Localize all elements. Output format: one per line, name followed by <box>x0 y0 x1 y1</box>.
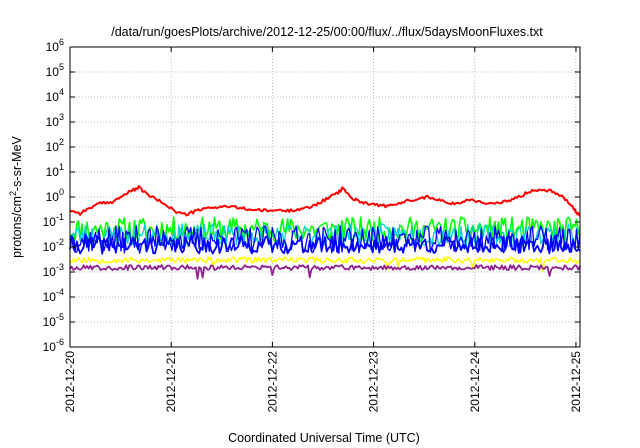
y-tick-label: 10-6 <box>43 337 64 354</box>
y-tick-label-exponent: 0 <box>59 187 64 197</box>
y-tick-label: 10-4 <box>43 287 64 304</box>
y-axis-label: protons/cm2-s-sr-MeV <box>8 135 24 257</box>
series-line-5 <box>69 235 581 255</box>
y-tick-label-exponent: 6 <box>59 37 64 47</box>
y-tick-label: 106 <box>46 37 64 54</box>
y-tick-label: 10-2 <box>43 237 64 254</box>
y-tick-label-base: 10 <box>43 265 57 279</box>
x-tick-labels: 2012-12-20 2012-12-21 2012-12-22 2012-12-23… <box>63 351 583 413</box>
y-tick-label: 102 <box>46 137 64 154</box>
y-tick-label-exponent: -4 <box>56 287 64 297</box>
y-tick-label-base: 10 <box>46 140 60 154</box>
y-axis-label-rest: -s-sr-MeV <box>10 135 24 191</box>
y-tick-label: 10-1 <box>43 212 64 229</box>
y-tick-label-base: 10 <box>43 240 57 254</box>
series-line-6 <box>69 256 581 273</box>
y-tick-label-base: 10 <box>43 215 57 229</box>
y-tick-label: 101 <box>46 162 64 179</box>
y-tick-label-exponent: -5 <box>56 312 64 322</box>
y-tick-label: 100 <box>46 187 64 204</box>
series-layer <box>69 185 581 280</box>
y-axis-label-base: protons/cm <box>10 196 24 258</box>
y-tick-label-exponent: -2 <box>56 237 64 247</box>
y-tick-label-exponent: 3 <box>59 112 64 122</box>
y-tick-label-exponent: -3 <box>56 262 64 272</box>
x-tick-label: 2012-12-20 <box>63 351 77 413</box>
y-tick-label-base: 10 <box>43 290 57 304</box>
y-tick-label-base: 10 <box>46 65 60 79</box>
x-tick-label: 2012-12-21 <box>164 351 178 413</box>
y-tick-label-base: 10 <box>43 315 57 329</box>
y-tick-label: 10-3 <box>43 262 64 279</box>
y-tick-label-exponent: 2 <box>59 137 64 147</box>
x-tick-label: 2012-12-25 <box>569 351 583 413</box>
x-axis-label: Coordinated Universal Time (UTC) <box>228 431 420 445</box>
y-tick-label: 103 <box>46 112 64 129</box>
y-tick-label-base: 10 <box>46 165 60 179</box>
grid <box>70 47 580 347</box>
y-tick-label-base: 10 <box>46 115 60 129</box>
y-tick-label-exponent: 4 <box>59 87 64 97</box>
series-line-7 <box>69 264 581 280</box>
series-line-4 <box>69 225 581 254</box>
y-axis-label-exponent: 2 <box>8 191 18 196</box>
y-tick-label-exponent: -6 <box>56 337 64 347</box>
x-tick-label: 2012-12-23 <box>367 351 381 413</box>
y-tick-label-exponent: 5 <box>59 62 64 72</box>
x-tick-label: 2012-12-24 <box>468 351 482 413</box>
y-tick-label: 10-5 <box>43 312 64 329</box>
y-tick-labels: 10-610-510-410-310-210-11001011021031041… <box>43 37 64 354</box>
y-tick-label: 105 <box>46 62 64 79</box>
series-line-2 <box>69 216 581 243</box>
y-tick-label-base: 10 <box>46 40 60 54</box>
y-tick-label-exponent: -1 <box>56 212 64 222</box>
y-tick-label-base: 10 <box>43 340 57 354</box>
y-tick-label-exponent: 1 <box>59 162 64 172</box>
chart-title: /data/run/goesPlots/archive/2012-12-25/0… <box>111 25 543 39</box>
x-tick-label: 2012-12-22 <box>265 351 279 413</box>
series-line-1 <box>69 185 581 217</box>
y-tick-label: 104 <box>46 87 64 104</box>
axis-ticks <box>69 46 580 348</box>
y-tick-label-base: 10 <box>46 190 60 204</box>
y-tick-label-base: 10 <box>46 90 60 104</box>
